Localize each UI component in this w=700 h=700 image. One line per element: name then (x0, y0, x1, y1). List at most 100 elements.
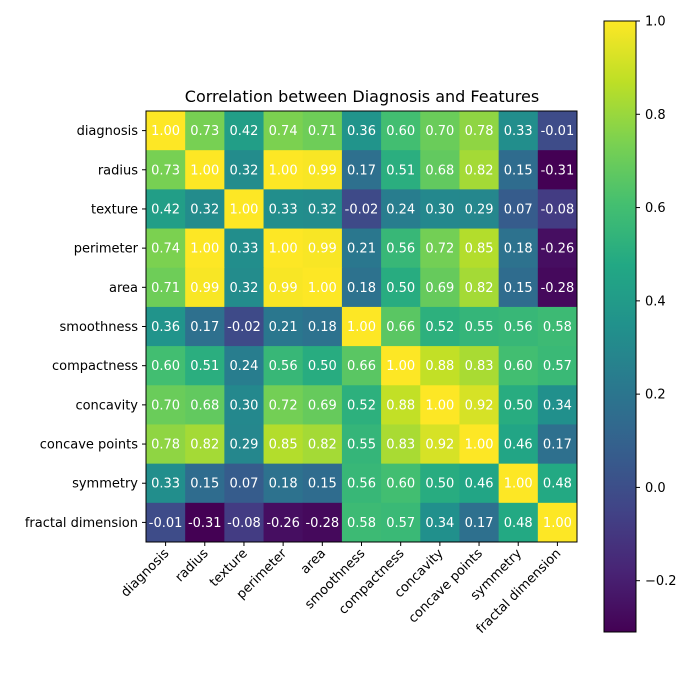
heatmap-cell (185, 502, 225, 543)
cell-value-label: 0.56 (347, 477, 376, 492)
heatmap-cell (263, 346, 304, 386)
heatmap-cell (302, 189, 343, 230)
cell-value-label: 1.00 (269, 242, 298, 257)
cell-value-label: 0.57 (543, 359, 572, 374)
heatmap-cell (146, 424, 186, 465)
heatmap-cell (381, 306, 421, 347)
cell-value-label: 0.24 (386, 202, 415, 217)
cell-value-label: 0.83 (465, 359, 494, 374)
heatmap-cell (420, 150, 460, 190)
cell-value-label: 0.30 (229, 398, 258, 413)
colorbar-tick-label: 0.6 (645, 201, 666, 216)
cell-value-label: 0.50 (386, 281, 415, 296)
cell-value-label: 0.58 (347, 516, 376, 531)
cell-value-label: 0.68 (425, 163, 454, 178)
heatmap-cell (302, 424, 343, 465)
cell-value-label: 0.21 (269, 320, 298, 335)
heatmap-cell (420, 502, 460, 543)
y-tick-label: concave points (40, 438, 138, 453)
heatmap-cell (263, 502, 304, 543)
heatmap-cell (224, 228, 265, 269)
cell-value-label: 0.74 (269, 124, 298, 139)
cell-value-label: 0.52 (425, 320, 454, 335)
cell-value-label: -0.28 (305, 516, 339, 531)
heatmap-cell (263, 424, 304, 465)
y-tick-label: radius (98, 163, 138, 178)
heatmap-cell (146, 502, 186, 543)
cell-value-label: 0.32 (190, 202, 219, 217)
cell-value-label: 0.46 (465, 477, 494, 492)
heatmap-cell (302, 385, 343, 425)
heatmap-cell (224, 385, 265, 425)
colorbar-tick-label: 0.8 (645, 108, 666, 123)
y-tick-label: area (109, 281, 138, 296)
cell-value-label: 0.66 (347, 359, 376, 374)
heatmap-frame (145, 110, 578, 543)
heatmap-cell (381, 189, 421, 230)
cell-value-label: 0.55 (347, 438, 376, 453)
heatmap-cell (224, 346, 265, 386)
cell-value-label: 1.00 (425, 398, 454, 413)
heatmap-cell (498, 189, 539, 230)
heatmap-cell (537, 502, 578, 543)
cell-value-label: 1.00 (347, 320, 376, 335)
heatmap-cell (146, 346, 186, 386)
chart-title: Correlation between Diagnosis and Featur… (185, 87, 539, 106)
cell-value-label: 0.36 (151, 320, 180, 335)
x-tick-label: diagnosis (118, 546, 172, 600)
cell-value-label: 0.15 (504, 281, 533, 296)
colorbar-tick-label: 0.2 (645, 388, 666, 403)
heatmap-cell (224, 306, 265, 347)
cell-value-label: 0.15 (308, 477, 337, 492)
cell-value-label: 0.42 (229, 124, 258, 139)
heatmap-cell (498, 346, 539, 386)
cell-value-label: -0.08 (227, 516, 261, 531)
cell-value-label: 0.48 (504, 516, 533, 531)
heatmap-cell (459, 385, 500, 425)
heatmap-cell (302, 463, 343, 504)
cell-value-label: 0.32 (229, 281, 258, 296)
heatmap-cell (341, 111, 382, 151)
heatmap-cell (146, 228, 186, 269)
cell-value-label: 1.00 (308, 281, 337, 296)
cell-value-label: 0.21 (347, 242, 376, 257)
cell-value-label: 0.17 (465, 516, 494, 531)
heatmap-cell (146, 306, 186, 347)
cell-value-label: 0.72 (269, 398, 298, 413)
y-tick-label: diagnosis (77, 124, 139, 139)
colorbar-tick-label: −0.2 (645, 574, 677, 589)
cell-value-label: 1.00 (504, 477, 533, 492)
cell-value-label: 0.70 (425, 124, 454, 139)
y-tick-label: smoothness (60, 320, 139, 335)
heatmap-cell (537, 463, 578, 504)
heatmap-cell (146, 267, 186, 308)
cell-value-label: 0.15 (190, 477, 219, 492)
colorbar-tick-label: 0.4 (645, 294, 666, 309)
heatmap-cell (302, 150, 343, 190)
colorbar-tick-label: 1.0 (645, 15, 666, 30)
heatmap-cell (302, 228, 343, 269)
cell-value-label: 0.68 (190, 398, 219, 413)
heatmap-cell (224, 502, 265, 543)
cell-value-label: 0.83 (386, 438, 415, 453)
heatmap-cell (381, 424, 421, 465)
heatmap-cell (498, 267, 539, 308)
heatmap-cell (146, 150, 186, 190)
heatmap-cell (498, 385, 539, 425)
cell-value-label: 0.60 (504, 359, 533, 374)
cell-value-label: -0.02 (345, 202, 379, 217)
heatmap-cell (381, 502, 421, 543)
heatmap-cell (459, 111, 500, 151)
heatmap-cell (498, 111, 539, 151)
heatmap-cell (224, 463, 265, 504)
heatmap-cell (498, 424, 539, 465)
cell-value-label: 0.82 (465, 163, 494, 178)
heatmap-cell (185, 463, 225, 504)
cell-value-label: 0.71 (308, 124, 337, 139)
heatmap-cell (537, 228, 578, 269)
heatmap-cell (498, 463, 539, 504)
heatmap-cell (185, 306, 225, 347)
heatmap-cell (459, 463, 500, 504)
cell-value-label: 0.88 (425, 359, 454, 374)
